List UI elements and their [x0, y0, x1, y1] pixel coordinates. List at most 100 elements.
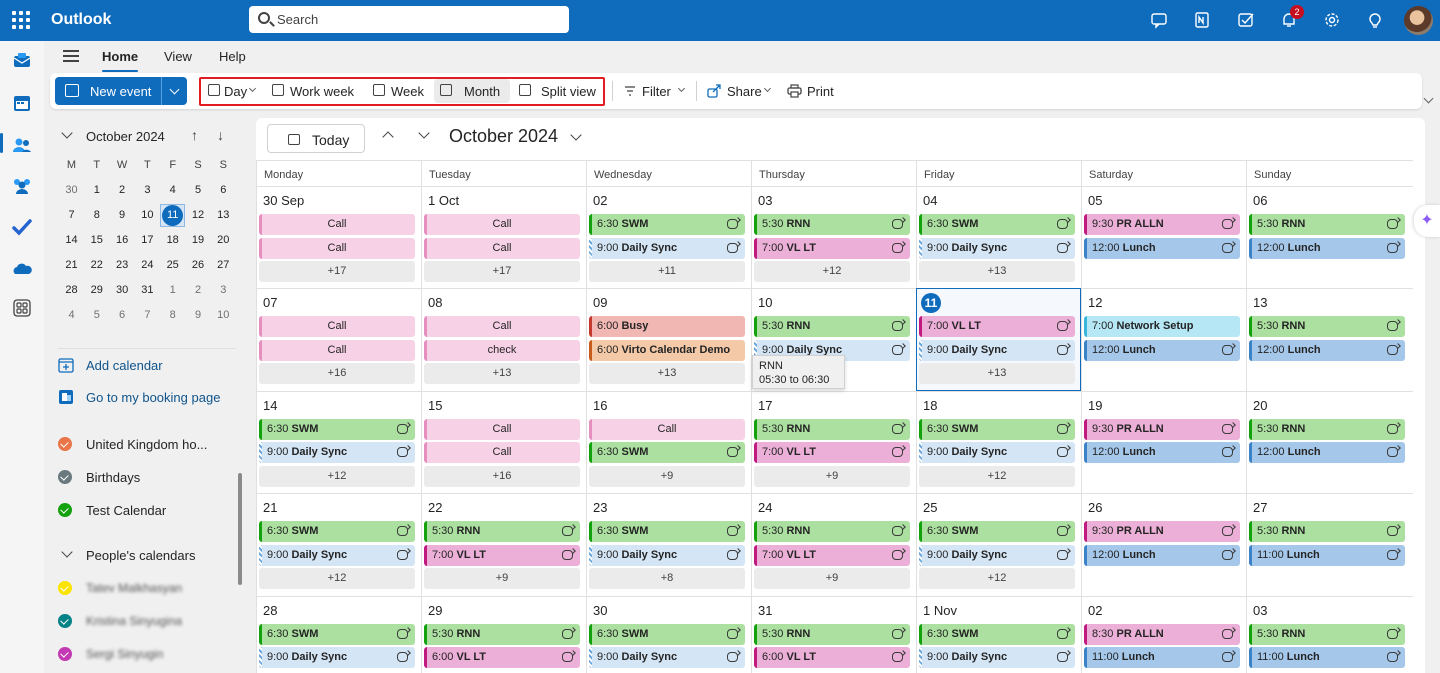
mini-calendar-day[interactable]: 1	[93, 184, 100, 196]
view-day-button[interactable]: Day	[202, 79, 260, 103]
todo-check-icon[interactable]	[12, 217, 32, 237]
bell-icon[interactable]	[1278, 9, 1300, 31]
tab-help[interactable]: Help	[219, 49, 246, 64]
day-cell[interactable]: 22 5:30 RNN 7:00 VL LT +9	[421, 493, 586, 596]
day-cell[interactable]: 06 5:30 RNN 12:00 Lunch	[1246, 186, 1413, 289]
people-calendar-item[interactable]: Kristina Sinyugina	[86, 614, 183, 628]
arrow-down-icon[interactable]: ↓	[217, 127, 224, 143]
mini-calendar-day[interactable]: 4	[68, 309, 75, 321]
mini-calendar-day[interactable]: 5	[194, 184, 202, 196]
calendar-event[interactable]: Call	[259, 237, 415, 259]
day-cell[interactable]: 02 6:30 SWM 9:00 Daily Sync +11	[586, 186, 751, 289]
previous-month-icon[interactable]	[382, 131, 394, 143]
tab-view[interactable]: View	[164, 49, 192, 64]
hamburger-icon[interactable]	[63, 50, 79, 62]
calendar-event[interactable]: 6:30 SWM	[259, 623, 415, 645]
ribbon-expand-chevron-icon[interactable]	[1423, 93, 1434, 104]
day-cell[interactable]: 09 6:00 Busy 6:00 Virto Calendar Demo +13	[586, 288, 751, 391]
calendar-event[interactable]: 6:00 Busy	[589, 316, 745, 338]
calendar-event[interactable]: 7:00 VL LT	[754, 237, 910, 259]
teams-chat-icon[interactable]	[1148, 9, 1170, 31]
mini-calendar-day[interactable]: 20	[217, 234, 230, 246]
day-cell[interactable]: 19 9:30 PR ALLN 12:00 Lunch	[1081, 390, 1246, 494]
mini-calendar-day[interactable]: 10	[217, 309, 230, 321]
calendar-event[interactable]: 12:00 Lunch	[1249, 339, 1405, 361]
mini-calendar-day[interactable]: 10	[141, 209, 154, 221]
calendar-event[interactable]: Call	[424, 316, 580, 338]
day-cell[interactable]: 18 6:30 SWM 9:00 Daily Sync +12	[916, 390, 1081, 494]
settings-icon[interactable]	[1321, 9, 1343, 31]
calendar-item-test[interactable]: Test Calendar	[86, 503, 167, 518]
mini-calendar-day[interactable]: 22	[90, 259, 103, 271]
calendar-color-dot[interactable]	[58, 647, 72, 661]
calendar-event[interactable]: 9:00 Daily Sync	[919, 544, 1075, 566]
calendar-event[interactable]: 7:00 VL LT	[754, 442, 910, 464]
booking-page-link[interactable]: Go to my booking page	[86, 390, 221, 405]
day-cell[interactable]: 13 5:30 RNN 12:00 Lunch	[1246, 288, 1413, 391]
avatar[interactable]	[1404, 6, 1433, 35]
calendar-event[interactable]: 8:30 PR ALLN	[1084, 623, 1240, 645]
mini-calendar-day[interactable]: 7	[144, 309, 151, 321]
app-launcher-icon[interactable]	[12, 11, 30, 29]
day-cell[interactable]: 25 6:30 SWM 9:00 Daily Sync +12	[916, 493, 1081, 596]
more-events-button[interactable]: +12	[919, 465, 1075, 487]
calendar-event[interactable]: 5:30 RNN	[1249, 418, 1405, 440]
view-month-button[interactable]: Month	[434, 79, 510, 103]
calendar-event[interactable]: Call	[424, 442, 580, 464]
calendar-event[interactable]: 6:30 SWM	[919, 418, 1075, 440]
more-events-button[interactable]: +17	[259, 261, 415, 282]
calendar-event[interactable]: check	[424, 339, 580, 361]
mini-calendar-day[interactable]: 11	[162, 205, 184, 226]
calendar-event[interactable]: 5:30 RNN	[1249, 623, 1405, 645]
chevron-down-icon[interactable]	[169, 84, 180, 95]
more-events-button[interactable]: +12	[259, 465, 415, 487]
mini-calendar-day[interactable]: 8	[169, 309, 176, 321]
calendar-event[interactable]: 9:00 Daily Sync	[919, 237, 1075, 259]
calendar-event[interactable]: 9:00 Daily Sync	[589, 647, 745, 669]
more-events-button[interactable]: +17	[424, 261, 580, 282]
mini-calendar-day[interactable]: 7	[68, 209, 75, 221]
day-cell[interactable]: 21 6:30 SWM 9:00 Daily Sync +12	[256, 493, 421, 596]
day-cell[interactable]: 07 Call Call +16	[256, 288, 421, 391]
day-cell[interactable]: 05 9:30 PR ALLN 12:00 Lunch	[1081, 186, 1246, 289]
calendar-event[interactable]: 12:00 Lunch	[1084, 544, 1240, 566]
calendar-event[interactable]: Call	[589, 418, 745, 440]
next-month-icon[interactable]	[418, 127, 430, 139]
calendar-event[interactable]: 9:00 Daily Sync	[589, 544, 745, 566]
day-cell[interactable]: 24 5:30 RNN 7:00 VL LT +9	[751, 493, 916, 596]
mini-calendar-day[interactable]: 26	[191, 259, 205, 271]
mini-calendar-day[interactable]: 13	[217, 209, 230, 221]
chevron-down-icon[interactable]	[61, 546, 73, 558]
day-cell[interactable]: 30 Sep Call Call +17	[256, 186, 421, 289]
calendar-event[interactable]: 6:30 SWM	[919, 521, 1075, 543]
more-events-button[interactable]: +13	[919, 261, 1075, 282]
mini-calendar-day[interactable]: 25	[166, 259, 179, 271]
mini-calendar-day[interactable]: 3	[220, 284, 227, 296]
search-input[interactable]: Search	[249, 6, 569, 33]
calendar-event[interactable]: Call	[259, 339, 415, 361]
calendar-icon[interactable]	[12, 93, 32, 113]
mini-calendar-day[interactable]: 4	[169, 184, 176, 196]
day-cell[interactable]: 04 6:30 SWM 9:00 Daily Sync +13	[916, 186, 1081, 289]
more-events-button[interactable]: +9	[754, 465, 910, 487]
calendar-event[interactable]: 12:00 Lunch	[1084, 339, 1240, 361]
mini-calendar-day[interactable]: 15	[90, 234, 103, 246]
more-events-button[interactable]: +8	[589, 568, 745, 590]
tab-home[interactable]: Home	[102, 49, 139, 72]
more-apps-icon[interactable]	[12, 298, 32, 318]
calendar-color-dot[interactable]	[58, 437, 72, 451]
print-button[interactable]: Print	[783, 79, 841, 103]
day-cell[interactable]: 12 7:00 Network Setup 12:00 Lunch	[1081, 288, 1246, 391]
calendar-event[interactable]: 6:30 SWM	[919, 623, 1075, 645]
mini-calendar-day[interactable]: 23	[115, 259, 129, 271]
calendar-event[interactable]: 12:00 Lunch	[1249, 442, 1405, 464]
mini-calendar-day[interactable]: 19	[191, 234, 205, 246]
mini-calendar-day[interactable]: 1	[169, 284, 176, 296]
calendar-item-uk-holidays[interactable]: United Kingdom ho...	[86, 437, 208, 452]
calendar-event[interactable]: 5:30 RNN	[754, 418, 910, 440]
mini-calendar-day[interactable]: 9	[194, 309, 202, 321]
filter-button[interactable]: Filter	[618, 79, 690, 103]
mini-calendar-day[interactable]: 6	[220, 184, 227, 196]
copilot-sparkle-icon[interactable]: ✦	[1414, 205, 1440, 237]
more-events-button[interactable]: +12	[919, 568, 1075, 590]
